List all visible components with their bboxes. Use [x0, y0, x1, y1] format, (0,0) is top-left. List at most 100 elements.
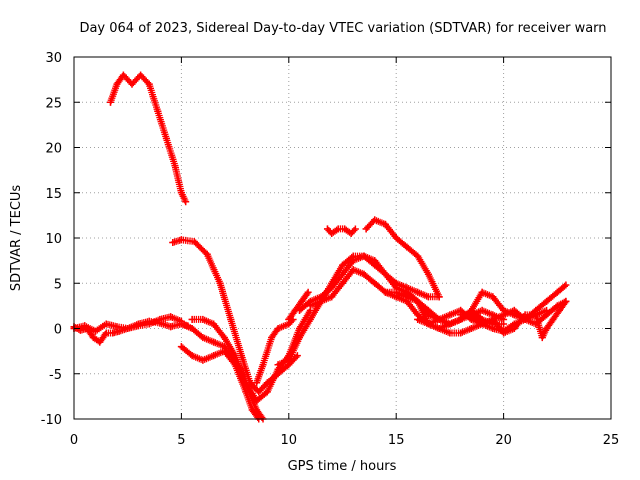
data-point — [188, 315, 196, 323]
data-point — [102, 329, 110, 337]
y-tick-label: -10 — [41, 413, 62, 428]
data-point — [543, 306, 551, 314]
data-point — [500, 320, 508, 328]
data-point — [414, 252, 422, 260]
data-point — [177, 320, 185, 328]
data-point — [188, 352, 196, 360]
data-point — [162, 134, 170, 142]
data-point — [190, 238, 198, 246]
data-point — [381, 270, 389, 278]
data-point — [298, 297, 306, 305]
data-point — [510, 320, 518, 328]
data-point — [349, 266, 357, 274]
data-point — [274, 325, 282, 332]
data-point — [339, 279, 346, 287]
data-point — [119, 71, 127, 79]
data-point — [371, 257, 379, 265]
data-point — [381, 220, 389, 228]
data-point — [414, 297, 422, 305]
data-point — [231, 352, 239, 360]
series-sat-n — [362, 216, 443, 301]
series-trace — [70, 317, 190, 346]
data-point — [109, 329, 117, 337]
data-point — [81, 322, 89, 330]
data-point — [137, 71, 145, 79]
data-point — [532, 311, 540, 319]
data-point — [203, 250, 211, 258]
data-point — [446, 320, 454, 328]
data-point — [167, 323, 175, 331]
data-point — [263, 388, 271, 396]
data-point — [156, 315, 164, 323]
data-point — [489, 315, 497, 323]
data-point — [210, 320, 218, 328]
data-point — [435, 315, 443, 323]
data-point — [510, 306, 518, 314]
data-point — [220, 334, 228, 342]
data-point — [285, 356, 293, 364]
data-point — [306, 315, 314, 323]
data-point — [169, 239, 177, 247]
data-point — [543, 297, 551, 305]
data-point — [253, 379, 261, 387]
data-layer — [70, 71, 570, 423]
data-point — [124, 325, 132, 332]
data-point — [424, 306, 432, 314]
series-sat-b — [169, 236, 301, 396]
data-point — [328, 284, 336, 292]
data-point — [145, 320, 153, 328]
x-tick-label: 20 — [495, 433, 512, 448]
data-point — [188, 325, 196, 332]
data-point — [500, 311, 508, 319]
data-point — [199, 334, 207, 342]
data-point — [435, 325, 443, 332]
data-point — [538, 334, 546, 342]
data-point — [304, 288, 312, 296]
data-point — [371, 216, 379, 224]
x-tick-label: 15 — [388, 433, 405, 448]
series-sat-a — [107, 71, 190, 206]
y-tick-label: 15 — [45, 187, 62, 202]
data-point — [339, 270, 346, 278]
data-point — [210, 352, 218, 360]
data-point — [227, 315, 235, 323]
y-tick-label: -5 — [49, 368, 62, 383]
data-point — [268, 334, 276, 342]
data-point — [489, 325, 497, 332]
data-point — [220, 347, 228, 355]
data-point — [392, 293, 400, 301]
series-sat-h — [253, 315, 297, 387]
data-point — [242, 379, 250, 387]
data-point — [177, 343, 185, 351]
data-point — [259, 361, 267, 369]
data-point — [91, 327, 99, 335]
data-point — [323, 225, 331, 233]
series-sat-f — [177, 343, 263, 423]
data-point — [362, 225, 370, 233]
data-point — [403, 288, 411, 296]
data-point — [145, 80, 153, 88]
data-point — [128, 80, 136, 88]
data-point — [177, 189, 185, 197]
data-point — [171, 162, 179, 170]
data-point — [255, 388, 263, 396]
y-tick-label: 0 — [54, 323, 62, 338]
data-point — [96, 338, 104, 346]
series-sat-c — [70, 317, 192, 346]
data-point — [553, 288, 561, 296]
data-point — [457, 329, 465, 337]
data-point — [306, 302, 314, 310]
data-point — [446, 329, 454, 337]
data-point — [478, 288, 486, 296]
data-point — [467, 325, 475, 332]
data-point — [467, 315, 475, 323]
data-point — [285, 315, 293, 323]
y-axis-label: SDTVAR / TECUs — [9, 185, 24, 292]
series-trace — [107, 71, 189, 204]
x-tick-label: 5 — [177, 433, 185, 448]
series-trace — [324, 225, 358, 237]
series-sat-l — [323, 225, 359, 237]
x-tick-label: 0 — [70, 433, 78, 448]
data-point — [182, 198, 190, 206]
